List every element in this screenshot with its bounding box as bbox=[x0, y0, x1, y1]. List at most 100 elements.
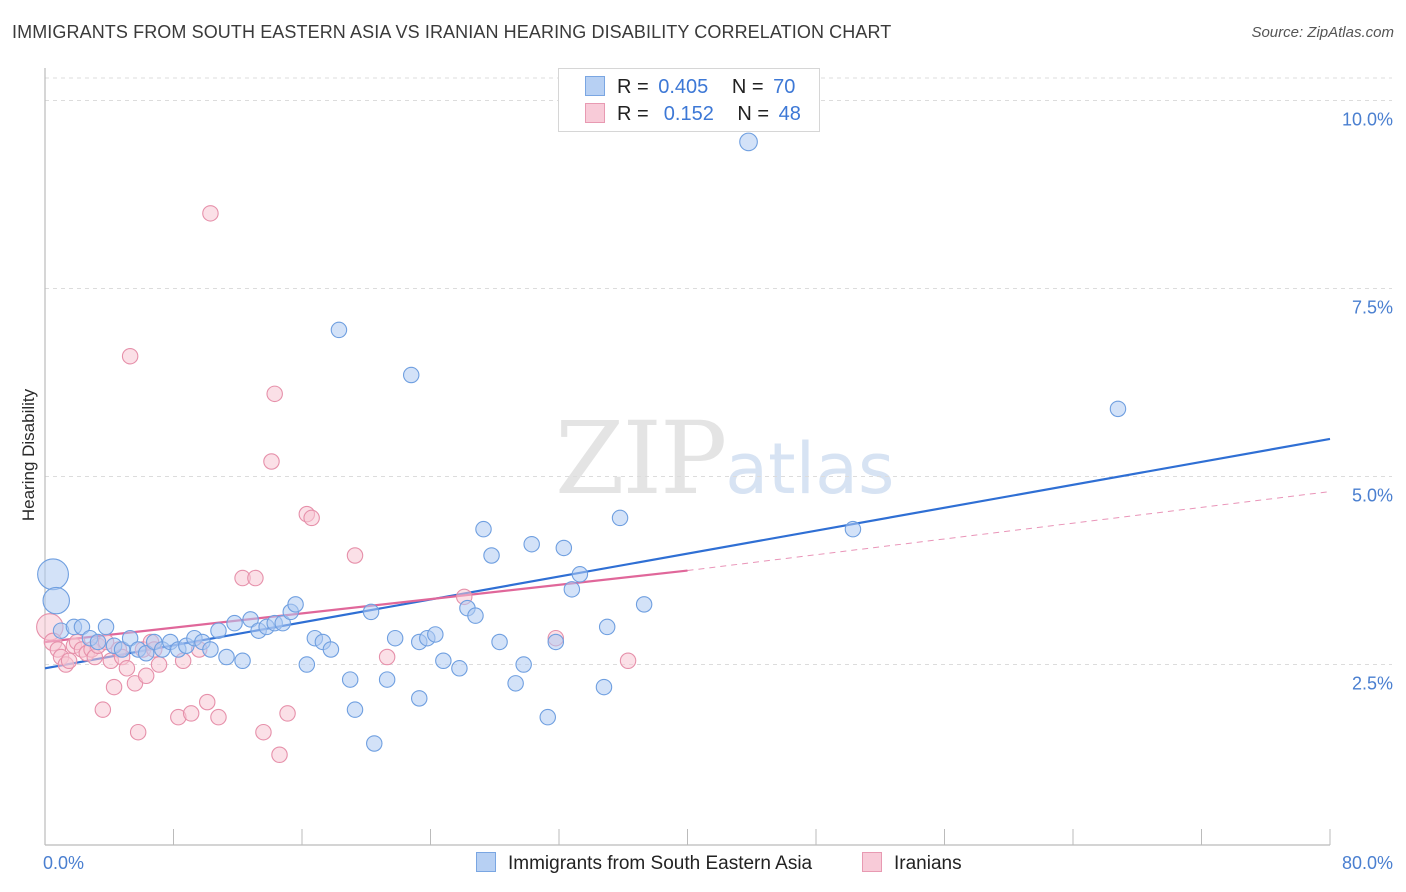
data-point-sea bbox=[427, 626, 444, 643]
data-point-iranian bbox=[247, 569, 264, 587]
data-point-sea bbox=[287, 596, 304, 613]
data-point-sea bbox=[555, 539, 573, 557]
legend-r-value: 0.152 bbox=[658, 103, 714, 125]
data-point-iranian bbox=[619, 652, 637, 670]
data-point-sea bbox=[234, 652, 251, 670]
data-point-sea bbox=[330, 321, 348, 339]
legend-n-label: N = bbox=[737, 103, 770, 125]
data-point-sea bbox=[435, 652, 452, 670]
data-point-iranian bbox=[129, 723, 147, 741]
data-point-sea bbox=[37, 558, 69, 591]
data-point-iranian bbox=[118, 660, 136, 677]
data-point-sea bbox=[226, 614, 243, 632]
data-point-sea bbox=[635, 596, 653, 613]
data-point-sea bbox=[362, 603, 380, 621]
axes bbox=[44, 68, 1331, 846]
data-point-sea bbox=[242, 611, 259, 628]
data-point-iranian bbox=[210, 708, 227, 726]
y-tick-label: 7.5% bbox=[1352, 298, 1393, 318]
series-legend-blue: Immigrants from South Eastern Asia bbox=[476, 852, 812, 875]
data-point-iranian bbox=[94, 701, 112, 718]
trend-line-sea bbox=[44, 437, 1331, 670]
data-point-sea bbox=[475, 520, 492, 538]
data-point-sea bbox=[386, 629, 404, 647]
legend-row-pink: R = 0.152 N = 48 bbox=[585, 103, 801, 127]
legend-n-label: N = bbox=[731, 76, 764, 98]
legend-r-label: R = bbox=[617, 76, 649, 98]
data-point-sea bbox=[210, 622, 227, 639]
data-point-sea bbox=[507, 675, 524, 692]
watermark: ZIPatlas bbox=[555, 400, 894, 517]
y-tick-label: 2.5% bbox=[1352, 674, 1393, 694]
data-point-sea bbox=[611, 509, 629, 527]
data-point-iranian bbox=[198, 693, 216, 711]
data-point-sea bbox=[121, 629, 139, 647]
data-point-iranian bbox=[266, 385, 283, 403]
data-point-sea bbox=[523, 535, 540, 553]
data-point-sea bbox=[539, 708, 557, 726]
series-label-blue: Immigrants from South Eastern Asia bbox=[508, 853, 813, 874]
data-point-iranian bbox=[255, 723, 272, 741]
data-point-sea bbox=[467, 607, 484, 624]
data-point-sea bbox=[341, 671, 359, 688]
data-point-sea bbox=[97, 618, 115, 636]
data-point-sea bbox=[547, 633, 565, 651]
data-point-sea bbox=[563, 581, 581, 598]
y-tick-label: 10.0% bbox=[1342, 110, 1393, 130]
data-point-sea bbox=[218, 648, 235, 666]
data-point-iranian bbox=[137, 667, 155, 685]
legend-n-value: 48 bbox=[778, 103, 801, 125]
chart-title: IMMIGRANTS FROM SOUTH EASTERN ASIA VS IR… bbox=[12, 22, 892, 42]
data-point-sea bbox=[402, 366, 420, 384]
data-point-sea bbox=[274, 614, 291, 632]
data-point-sea bbox=[1109, 400, 1127, 418]
legend-r-value: 0.405 bbox=[658, 76, 709, 98]
data-point-iranian bbox=[279, 705, 296, 722]
data-point-sea bbox=[595, 678, 613, 696]
data-point-sea bbox=[411, 690, 428, 707]
data-point-iranian bbox=[346, 547, 364, 564]
legend-swatch-blue bbox=[585, 76, 605, 96]
correlation-legend: R = 0.405 N = 70 R = 0.152 N = 48 bbox=[558, 68, 820, 132]
data-point-sea bbox=[42, 586, 70, 615]
data-point-iranian bbox=[150, 656, 168, 673]
legend-n-value: 70 bbox=[773, 76, 796, 98]
watermark-atlas: atlas bbox=[725, 428, 895, 510]
data-point-iranian bbox=[182, 705, 200, 722]
legend-swatch-pink bbox=[585, 103, 605, 123]
data-point-iranian bbox=[60, 652, 78, 670]
series-label-pink: Iranians bbox=[894, 853, 962, 874]
data-point-iranian bbox=[263, 453, 280, 470]
data-point-sea bbox=[378, 671, 396, 688]
data-point-iranian bbox=[202, 205, 219, 222]
data-point-sea bbox=[739, 132, 758, 152]
legend-row-blue: R = 0.405 N = 70 bbox=[585, 76, 795, 100]
x-tick-label: 0.0% bbox=[43, 853, 84, 873]
data-point-sea bbox=[202, 641, 219, 658]
data-point-sea bbox=[346, 701, 364, 718]
data-point-sea bbox=[322, 641, 340, 658]
tick-labels: 2.5% 5.0% 7.5% 10.0% 0.0% 80.0% bbox=[43, 110, 1393, 873]
data-point-iranian bbox=[126, 675, 144, 692]
data-point-iranian bbox=[303, 509, 320, 527]
data-point-sea bbox=[571, 566, 589, 583]
data-point-sea bbox=[137, 644, 155, 662]
y-tick-label: 5.0% bbox=[1352, 486, 1393, 506]
source-label: Source: ZipAtlas.com bbox=[1251, 24, 1394, 41]
data-points bbox=[36, 132, 1127, 764]
series-swatch-pink bbox=[862, 852, 882, 872]
data-point-sea bbox=[451, 660, 468, 677]
data-point-sea bbox=[366, 735, 383, 752]
trend-line-iranian-extension bbox=[687, 491, 1331, 572]
data-point-iranian bbox=[121, 347, 139, 365]
series-swatch-blue bbox=[476, 852, 496, 872]
series-legend-pink: Iranians bbox=[862, 852, 962, 875]
data-point-sea bbox=[515, 656, 532, 673]
trend-lines bbox=[44, 437, 1331, 670]
data-point-iranian bbox=[378, 648, 396, 666]
data-point-sea bbox=[298, 656, 316, 673]
data-point-sea bbox=[483, 547, 500, 564]
data-point-iranian bbox=[271, 746, 288, 764]
data-point-iranian bbox=[105, 678, 123, 696]
